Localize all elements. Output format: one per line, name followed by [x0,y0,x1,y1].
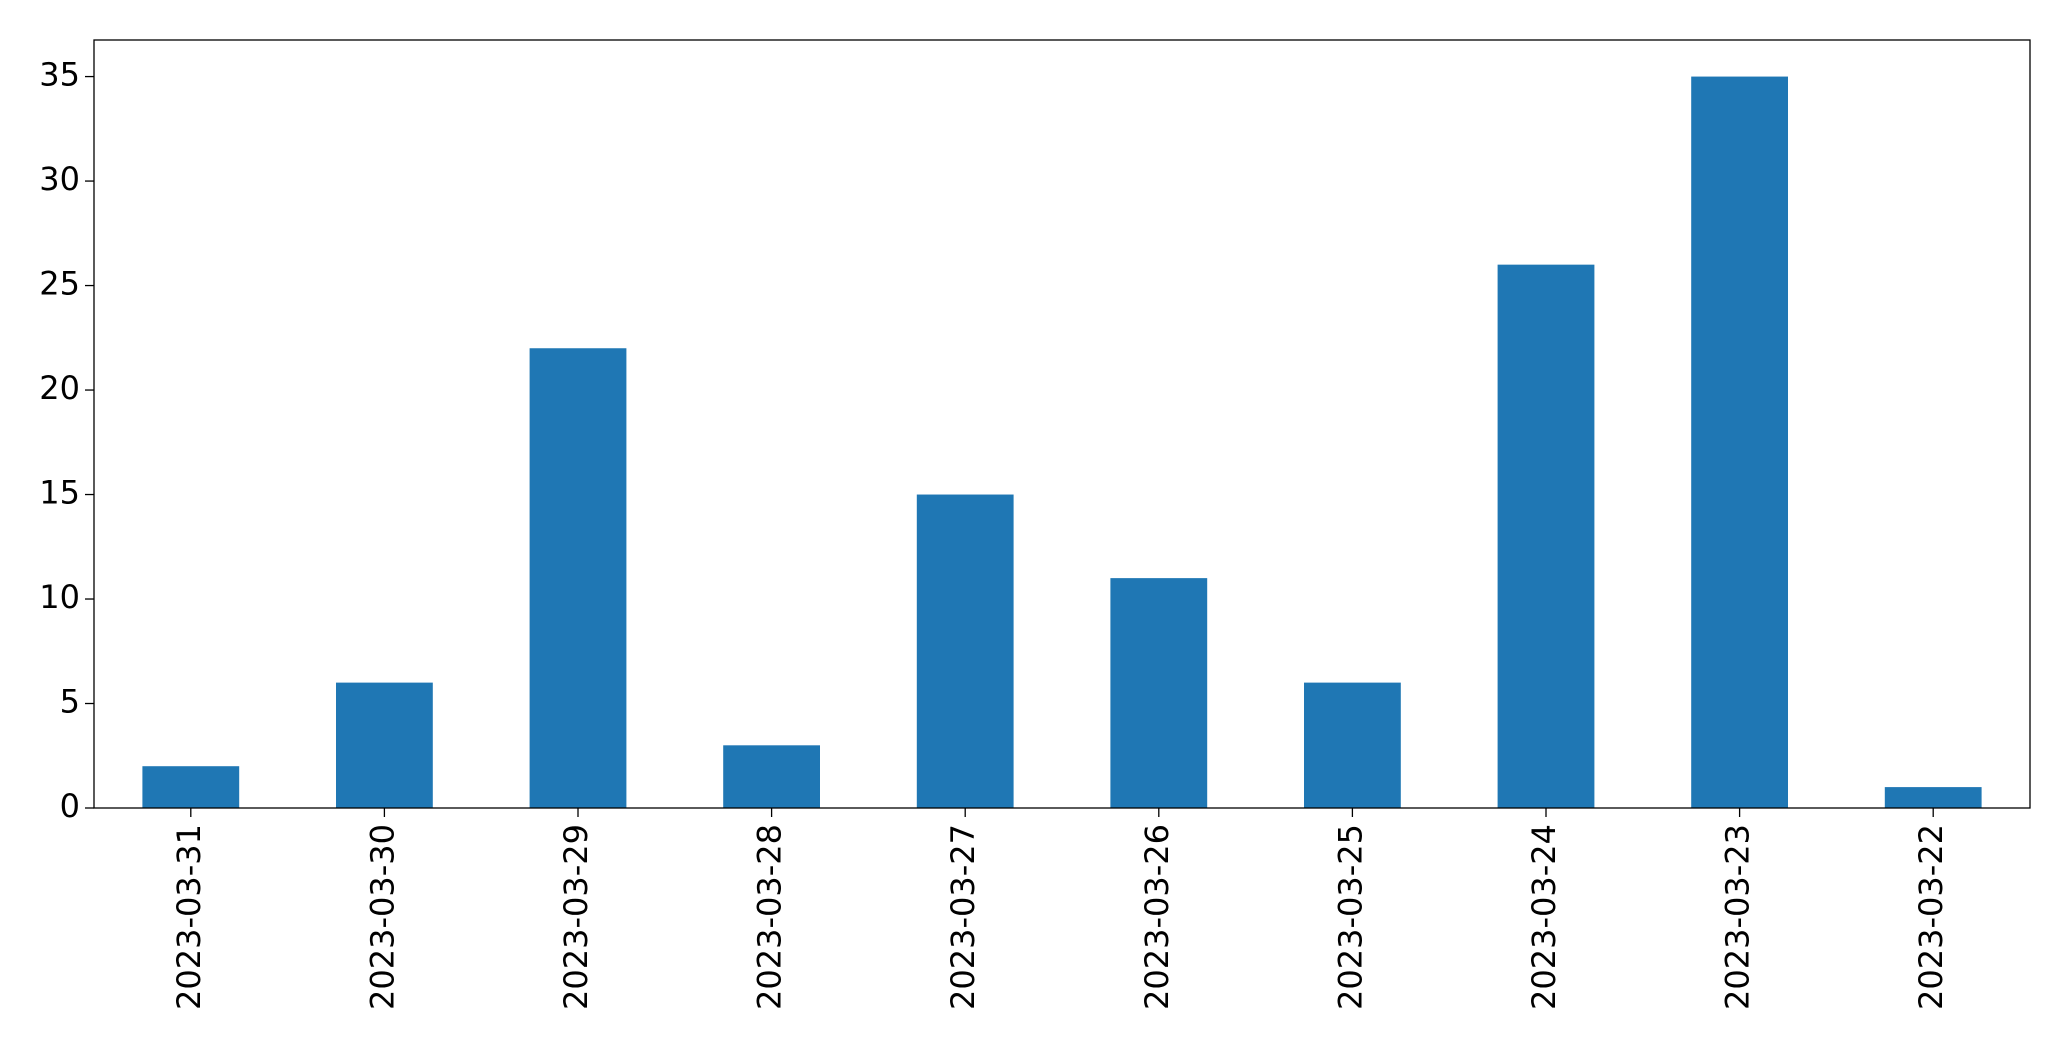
x-tick-label: 2023-03-26 [1138,824,1176,1010]
x-tick-label: 2023-03-27 [944,824,982,1010]
y-tick-label: 25 [39,265,80,303]
y-tick-label: 0 [60,787,80,825]
y-tick-label: 10 [39,578,80,616]
x-tick-label: 2023-03-29 [557,824,595,1010]
bar [916,494,1014,808]
bar [142,766,240,808]
bar [1884,787,1982,808]
bar [1110,578,1208,808]
y-tick-label: 35 [39,56,80,94]
x-tick-label: 2023-03-25 [1331,824,1369,1010]
bar [529,348,627,808]
x-tick-label: 2023-03-30 [363,824,401,1010]
x-tick-label: 2023-03-28 [751,824,789,1010]
x-tick-label: 2023-03-31 [170,824,208,1010]
x-tick-label: 2023-03-22 [1912,824,1950,1010]
bar [336,682,433,808]
bar [1497,264,1595,808]
x-tick-label: 2023-03-23 [1719,824,1757,1010]
plot-frame [93,39,2031,809]
y-tick-label: 5 [60,683,80,721]
y-tick-label: 30 [39,160,80,198]
y-tick-label: 15 [39,474,80,512]
bar [1304,682,1401,808]
bar [1691,76,1788,809]
x-tick-label: 2023-03-24 [1525,824,1563,1010]
y-tick-label: 20 [39,369,80,407]
bar [723,745,820,808]
